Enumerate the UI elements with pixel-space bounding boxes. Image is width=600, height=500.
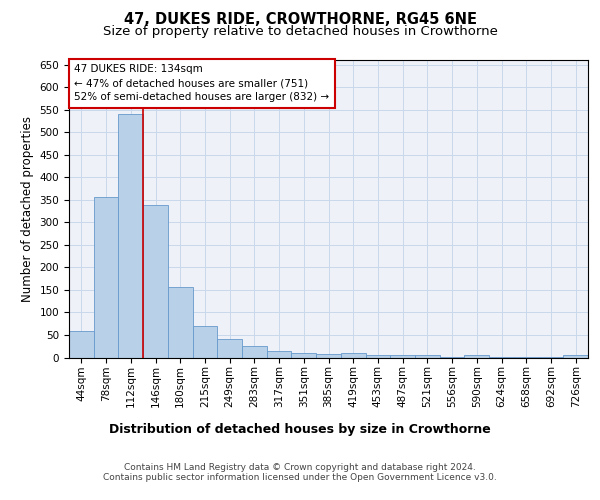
Text: Contains HM Land Registry data © Crown copyright and database right 2024.
Contai: Contains HM Land Registry data © Crown c… <box>103 462 497 482</box>
Bar <box>464 355 489 358</box>
Bar <box>193 326 217 358</box>
Bar <box>415 355 440 358</box>
Bar <box>341 353 365 358</box>
Bar <box>563 355 588 358</box>
Bar <box>514 356 539 358</box>
Bar <box>292 353 316 358</box>
Bar <box>267 350 292 358</box>
Bar <box>316 354 341 358</box>
Bar <box>365 355 390 358</box>
Text: Size of property relative to detached houses in Crowthorne: Size of property relative to detached ho… <box>103 25 497 38</box>
Bar <box>69 332 94 357</box>
Text: Distribution of detached houses by size in Crowthorne: Distribution of detached houses by size … <box>109 422 491 436</box>
Bar <box>143 205 168 358</box>
Bar <box>217 338 242 357</box>
Y-axis label: Number of detached properties: Number of detached properties <box>21 116 34 302</box>
Bar <box>118 114 143 358</box>
Bar <box>390 355 415 358</box>
Bar <box>440 356 464 358</box>
Text: 47, DUKES RIDE, CROWTHORNE, RG45 6NE: 47, DUKES RIDE, CROWTHORNE, RG45 6NE <box>124 12 476 28</box>
Bar <box>489 356 514 358</box>
Bar <box>539 356 563 358</box>
Bar <box>242 346 267 358</box>
Bar <box>94 198 118 358</box>
Text: 47 DUKES RIDE: 134sqm
← 47% of detached houses are smaller (751)
52% of semi-det: 47 DUKES RIDE: 134sqm ← 47% of detached … <box>74 64 329 102</box>
Bar <box>168 286 193 358</box>
